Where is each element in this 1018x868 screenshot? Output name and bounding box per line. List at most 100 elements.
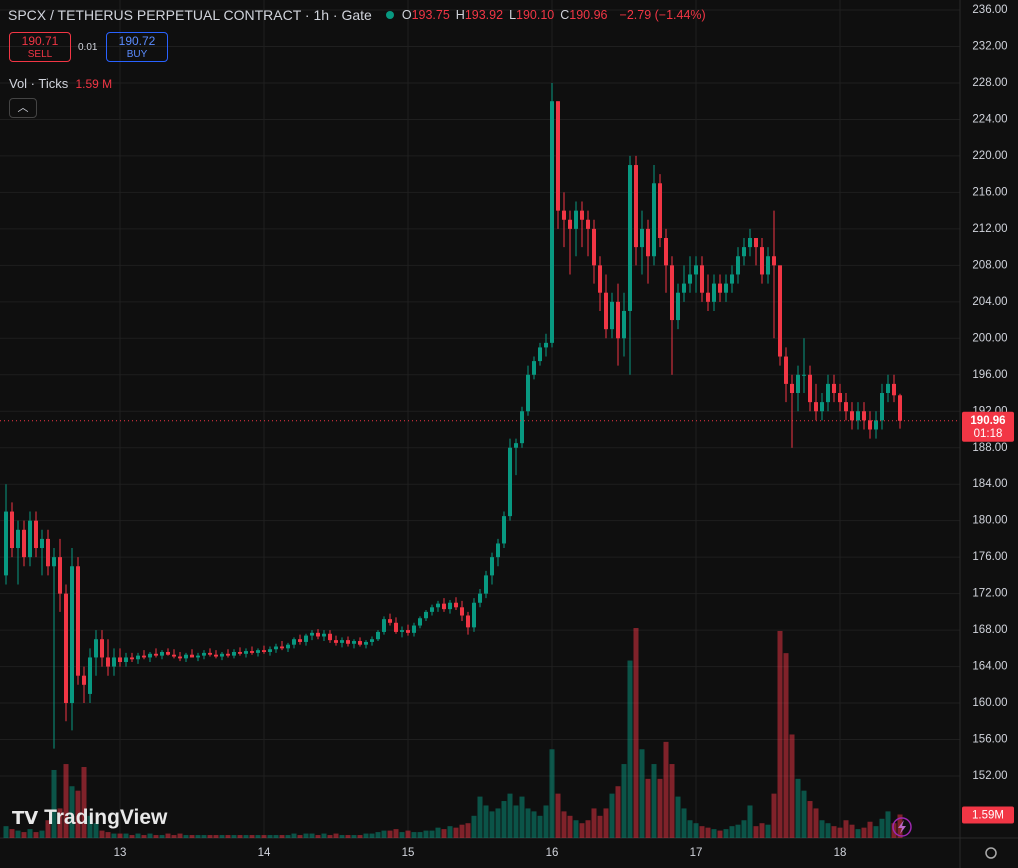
candle-body xyxy=(616,301,620,339)
volume-bar xyxy=(201,835,207,838)
candle-body xyxy=(322,633,326,637)
candle-body xyxy=(328,633,332,641)
volume-bar xyxy=(843,820,849,838)
volume-bar xyxy=(165,833,171,838)
candle-body xyxy=(88,657,92,694)
candle-body xyxy=(334,640,338,643)
alert-icon-bolt xyxy=(898,820,906,834)
volume-bar xyxy=(459,824,465,838)
volume-bar xyxy=(57,808,63,838)
volume-bar xyxy=(621,764,627,838)
candle-body xyxy=(592,228,596,266)
buy-price: 190.72 xyxy=(118,34,156,48)
volume-bar xyxy=(609,793,615,838)
candle-body xyxy=(100,639,104,658)
candle-body xyxy=(208,652,212,655)
volume-bar xyxy=(159,835,165,838)
volume-bar xyxy=(669,764,675,838)
candle-body xyxy=(652,183,656,257)
buy-label: BUY xyxy=(126,49,148,60)
candle-body xyxy=(820,402,824,412)
candle-body xyxy=(670,265,674,321)
candle-body xyxy=(382,619,386,632)
candle-body xyxy=(262,650,266,652)
candle-body xyxy=(22,529,26,558)
volume-bar xyxy=(111,833,117,838)
volume-bar xyxy=(405,830,411,838)
candle-body xyxy=(568,219,572,229)
candle-body xyxy=(424,611,428,619)
volume-bar xyxy=(579,823,585,838)
volume-bar xyxy=(855,829,861,838)
volume-bar xyxy=(351,835,357,838)
y-tick-label: 220.00 xyxy=(972,150,1007,162)
spread: 0.01 xyxy=(78,42,98,53)
volume-bar xyxy=(879,818,885,838)
candle-body xyxy=(82,675,86,685)
buy-button[interactable]: 190.72 BUY xyxy=(106,32,168,62)
candle-body xyxy=(34,520,38,549)
candle-body xyxy=(514,443,518,448)
volume-bar xyxy=(867,821,873,838)
candle-body xyxy=(58,557,62,594)
volume-bar xyxy=(849,824,855,838)
volume-legend-title: Vol · Ticks xyxy=(9,76,69,91)
volume-bar xyxy=(435,827,441,838)
candle-body xyxy=(244,651,248,654)
candle-body xyxy=(736,256,740,275)
candle-body xyxy=(544,342,548,348)
volume-bar xyxy=(819,820,825,838)
candle-body xyxy=(184,654,188,659)
brand-text: TradingView xyxy=(44,806,168,829)
ohlc-key: H xyxy=(455,8,465,22)
candle-body xyxy=(868,420,872,430)
candle-body xyxy=(112,657,116,667)
volume-bar xyxy=(471,815,477,838)
volume-bar xyxy=(567,815,573,838)
volume-bar xyxy=(753,826,759,838)
volume-bar xyxy=(681,808,687,838)
candle-body xyxy=(316,632,320,637)
candle-body xyxy=(46,538,50,567)
candle-body xyxy=(886,383,890,394)
candle-body xyxy=(406,630,410,633)
volume-bar xyxy=(147,833,153,838)
candle-body xyxy=(16,529,20,549)
volume-bar xyxy=(231,835,237,838)
volume-bar xyxy=(501,801,507,838)
ohlc-value: 190.96 xyxy=(569,8,608,22)
candle-body xyxy=(418,618,422,626)
volume-bar xyxy=(495,808,501,838)
candle-body xyxy=(154,653,158,656)
candle-body xyxy=(712,283,716,302)
volume-bar xyxy=(531,811,537,838)
volume-bar xyxy=(639,749,645,838)
y-tick-label: 216.00 xyxy=(972,186,1007,198)
y-tick-label: 228.00 xyxy=(972,77,1007,89)
candle-body xyxy=(796,374,800,394)
volume-bar xyxy=(369,833,375,838)
candle-body xyxy=(838,393,842,403)
sell-button[interactable]: 190.71 SELL xyxy=(9,32,71,62)
candle-body xyxy=(478,593,482,603)
candle-body xyxy=(898,395,902,421)
candle-body xyxy=(538,347,542,362)
candle-body xyxy=(448,602,452,610)
volume-bar xyxy=(237,835,243,838)
volume-bar xyxy=(885,811,891,838)
candle-body xyxy=(556,101,560,211)
y-tick-label: 236.00 xyxy=(972,4,1007,16)
change: −2.79 (−1.44%) xyxy=(619,8,706,22)
candle-body xyxy=(640,228,644,248)
volume-bar xyxy=(759,823,765,838)
collapse-button[interactable]: ︿ xyxy=(9,98,37,118)
volume-bar xyxy=(483,805,489,838)
volume-bar xyxy=(777,630,783,838)
candle-body xyxy=(622,310,626,339)
candle-body xyxy=(280,646,284,649)
candle-body xyxy=(610,301,614,330)
candle-body xyxy=(172,654,176,657)
